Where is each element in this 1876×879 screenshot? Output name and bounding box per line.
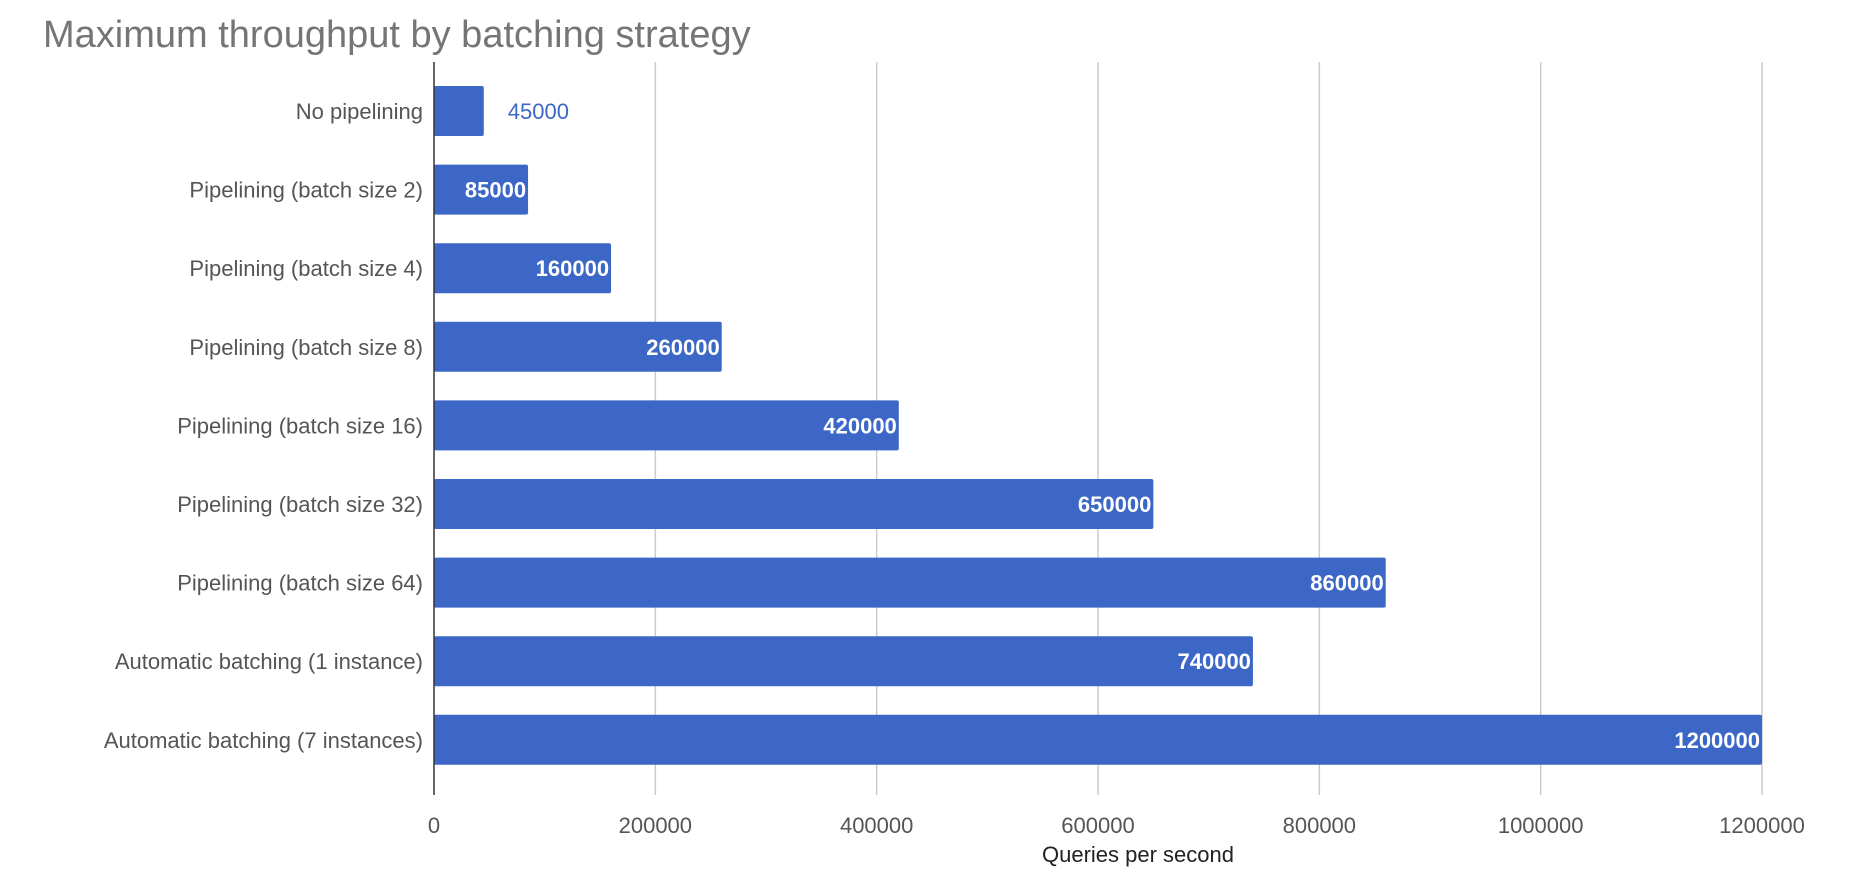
bar bbox=[434, 400, 899, 451]
x-tick-label: 200000 bbox=[619, 813, 692, 838]
category-label: Pipelining (batch size 8) bbox=[189, 335, 423, 360]
data-label: 860000 bbox=[1310, 571, 1383, 596]
x-tick-label: 400000 bbox=[840, 813, 913, 838]
category-label: Pipelining (batch size 16) bbox=[177, 413, 423, 438]
data-label: 650000 bbox=[1078, 492, 1151, 517]
x-tick-label: 1200000 bbox=[1719, 813, 1805, 838]
x-tick-label: 1000000 bbox=[1498, 813, 1584, 838]
bar bbox=[434, 714, 1762, 765]
bar bbox=[434, 86, 484, 136]
bar bbox=[434, 557, 1386, 608]
x-axis-label: Queries per second bbox=[1042, 842, 1234, 867]
bar bbox=[434, 479, 1154, 529]
bar bbox=[434, 243, 612, 294]
category-label: No pipelining bbox=[296, 99, 423, 124]
bar bbox=[434, 321, 722, 372]
bar bbox=[434, 164, 529, 215]
category-label: Pipelining (batch size 64) bbox=[177, 571, 423, 596]
data-label: 1200000 bbox=[1674, 728, 1760, 753]
bar bbox=[434, 636, 1253, 687]
category-label: Pipelining (batch size 32) bbox=[177, 492, 423, 517]
data-label: 45000 bbox=[508, 99, 569, 124]
chart-title: Maximum throughput by batching strategy bbox=[43, 14, 751, 56]
category-label: Pipelining (batch size 2) bbox=[189, 178, 423, 203]
x-tick-label: 0 bbox=[428, 813, 440, 838]
category-label: Pipelining (batch size 4) bbox=[189, 256, 423, 281]
data-label: 85000 bbox=[465, 178, 526, 203]
x-tick-label: 600000 bbox=[1061, 813, 1134, 838]
data-label: 420000 bbox=[823, 413, 896, 438]
category-label: Automatic batching (1 instance) bbox=[115, 649, 423, 674]
category-label: Automatic batching (7 instances) bbox=[104, 728, 423, 753]
data-label: 260000 bbox=[646, 335, 719, 360]
x-tick-label: 800000 bbox=[1283, 813, 1356, 838]
data-label: 160000 bbox=[536, 256, 609, 281]
data-label: 740000 bbox=[1178, 649, 1251, 674]
